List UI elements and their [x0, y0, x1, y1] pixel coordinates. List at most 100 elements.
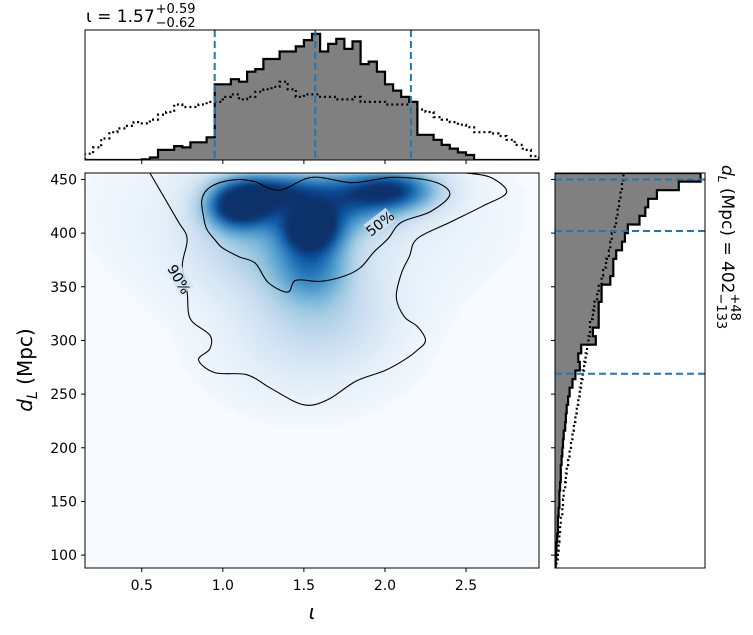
density-cell	[95, 237, 101, 243]
density-cell	[392, 247, 399, 253]
density-cell	[246, 385, 253, 391]
density-cell	[175, 177, 182, 184]
density-cell	[402, 385, 409, 391]
density-cell	[155, 301, 162, 307]
density-cell	[201, 385, 207, 391]
density-cell	[246, 395, 253, 401]
density-cell	[231, 291, 237, 298]
density-cell	[115, 242, 121, 248]
density-cell	[433, 232, 439, 238]
density-cell	[443, 286, 449, 293]
density-cell	[377, 182, 384, 189]
x-tick-label: 1.0	[212, 578, 234, 594]
density-cell	[226, 331, 232, 337]
density-cell	[392, 173, 399, 179]
density-cell	[312, 202, 318, 209]
density-cell	[312, 247, 318, 253]
density-cell	[261, 207, 268, 214]
density-cell	[291, 207, 298, 214]
density-cell	[221, 306, 227, 312]
density-cell	[322, 340, 328, 347]
density-cell	[221, 212, 227, 219]
density-cell	[246, 252, 253, 258]
density-cell	[417, 276, 424, 283]
density-cell	[317, 410, 323, 416]
density-cell	[392, 370, 399, 377]
density-cell	[216, 311, 222, 317]
density-cell	[211, 256, 217, 263]
density-cell	[337, 419, 343, 426]
density-cell	[100, 187, 106, 194]
density-cell	[236, 173, 242, 179]
density-cell	[150, 261, 157, 268]
density-cell	[327, 202, 333, 209]
density-cell	[352, 291, 358, 298]
density-cell	[125, 192, 131, 199]
density-cell	[513, 192, 520, 199]
density-cell	[322, 355, 328, 362]
density-cell	[286, 385, 293, 391]
density-cell	[372, 271, 379, 278]
density-cell	[478, 281, 485, 288]
density-cell	[226, 187, 232, 194]
density-cell	[125, 256, 131, 263]
density-cell	[291, 419, 298, 426]
density-cell	[170, 306, 177, 312]
density-cell	[135, 177, 142, 184]
density-cell	[301, 227, 308, 233]
density-cell	[443, 247, 449, 253]
density-cell	[362, 370, 369, 377]
density-cell	[256, 177, 263, 184]
density-cell	[125, 237, 131, 243]
density-cell	[352, 202, 358, 209]
density-cell	[95, 202, 101, 209]
density-cell	[422, 247, 429, 253]
density-cell	[115, 232, 121, 238]
density-cell	[241, 360, 248, 367]
density-cell	[165, 276, 172, 283]
density-cell	[352, 207, 358, 214]
density-cell	[271, 276, 278, 283]
density-cell	[251, 414, 258, 421]
density-cell	[180, 301, 187, 307]
density-cell	[291, 252, 298, 258]
density-cell	[115, 177, 121, 184]
density-cell	[382, 370, 389, 377]
density-cell	[261, 340, 268, 347]
density-cell	[488, 247, 495, 253]
density-cell	[332, 237, 338, 243]
density-cell	[488, 266, 495, 273]
density-cell	[312, 311, 318, 317]
density-cell	[342, 321, 348, 327]
density-cell	[246, 331, 253, 337]
density-cell	[347, 202, 353, 209]
density-cell	[453, 173, 459, 179]
density-cell	[195, 291, 202, 298]
density-cell	[458, 222, 464, 228]
density-cell	[105, 222, 111, 228]
density-cell	[357, 370, 364, 377]
density-cell	[291, 247, 298, 253]
density-cell	[246, 286, 253, 293]
density-cell	[291, 286, 298, 293]
density-cell	[382, 192, 389, 199]
density-cell	[296, 232, 303, 238]
density-cell	[236, 261, 242, 268]
density-cell	[286, 355, 293, 362]
density-cell	[508, 192, 515, 199]
density-cell	[488, 237, 495, 243]
density-cell	[95, 182, 101, 189]
density-cell	[115, 252, 121, 258]
density-cell	[301, 345, 308, 352]
density-cell	[276, 222, 283, 228]
density-cell	[170, 331, 177, 337]
density-cell	[155, 252, 162, 258]
density-cell	[85, 202, 91, 209]
density-cell	[281, 281, 288, 288]
density-cell	[337, 380, 343, 386]
density-cell	[438, 311, 444, 317]
density-cell	[352, 405, 358, 411]
density-cell	[463, 173, 469, 179]
density-cell	[367, 256, 374, 263]
density-cell	[347, 217, 353, 223]
